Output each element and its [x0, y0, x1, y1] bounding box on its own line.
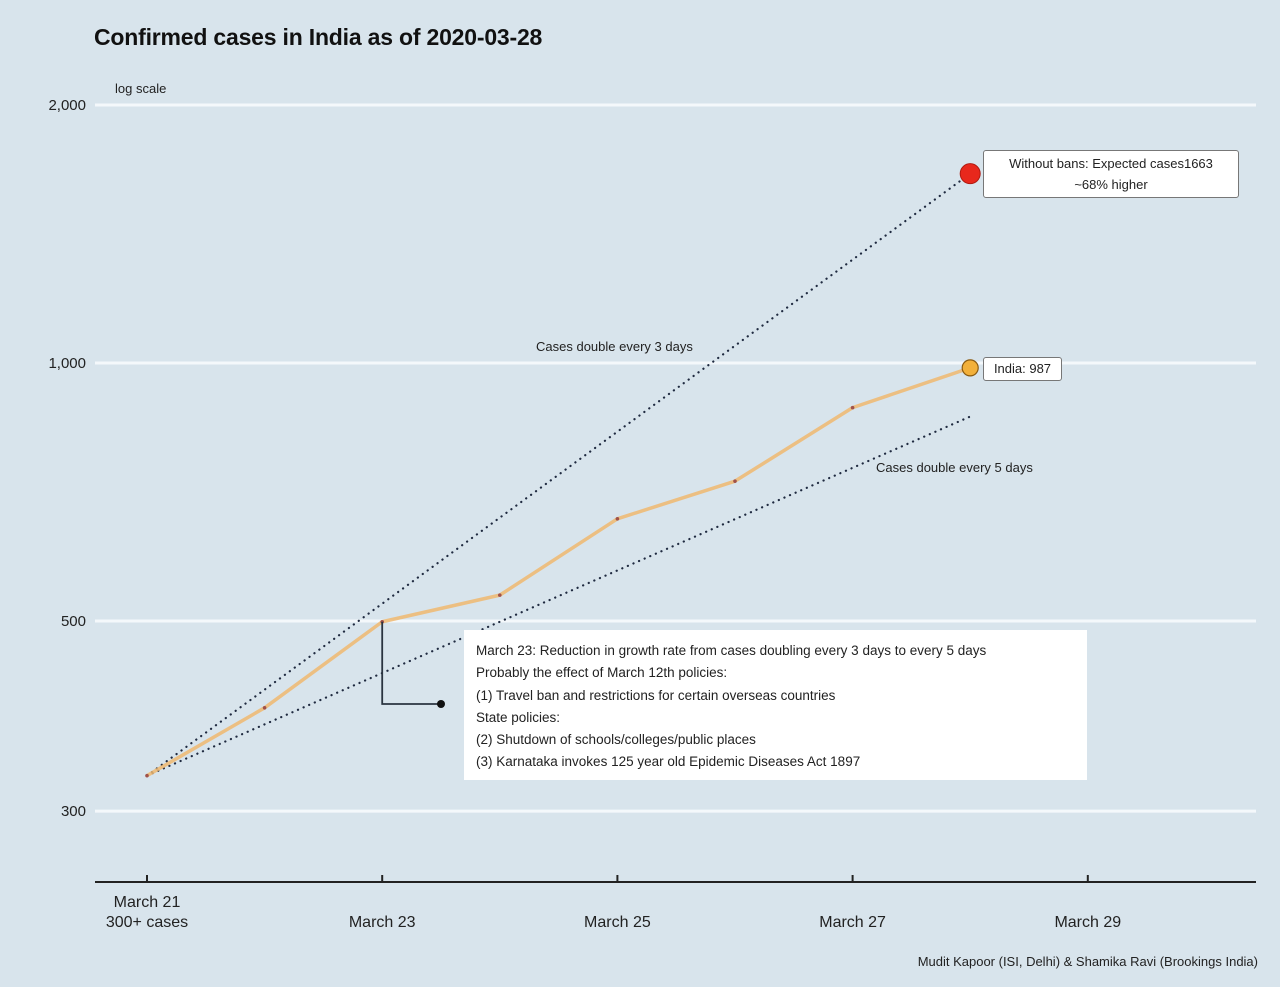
without-bans-line-2: ~68% higher	[1074, 177, 1148, 192]
y-axis: 300 500 1,000 2,000	[48, 97, 86, 820]
chart-title: Confirmed cases in India as of 2020-03-2…	[94, 24, 543, 50]
india-point	[145, 773, 149, 778]
india-point	[850, 405, 855, 410]
india-point	[498, 593, 502, 597]
y-tick-label: 500	[61, 613, 86, 630]
annotation-line: March 23: Reduction in growth rate from …	[476, 643, 987, 658]
x-tick-label: March 21	[114, 894, 181, 911]
annotation-line: State policies:	[476, 709, 561, 725]
without-bans-callout: Without bans: Expected cases1663 ~68% hi…	[983, 150, 1239, 198]
x-tick-label: March 29	[1054, 914, 1121, 931]
india-line	[146, 366, 971, 778]
india-point	[615, 516, 620, 521]
annotation-line: (3) Karnataka invokes 125 year old Epide…	[476, 754, 861, 770]
label-double-5-days: Cases double every 5 days	[876, 460, 1033, 475]
annotation-line: Probably the effect of March 12th polici…	[476, 665, 728, 681]
label-double-3-days: Cases double every 3 days	[536, 339, 693, 354]
gridlines	[95, 103, 1256, 813]
india-end-marker	[961, 359, 979, 377]
x-tick-label: 300+ cases	[106, 914, 188, 931]
y-tick-label: 300	[61, 803, 86, 820]
march-23-annotation: March 23: Reduction in growth rate from …	[464, 630, 1087, 780]
leader-dot	[437, 700, 445, 708]
x-tick-label: March 25	[584, 914, 651, 931]
annotation-line: (2) Shutdown of schools/colleges/public …	[476, 732, 756, 748]
india-callout: India: 987	[983, 357, 1062, 381]
leader-line	[381, 621, 441, 705]
annotation-leader	[381, 621, 445, 708]
x-tick-label: March 27	[819, 914, 886, 931]
trend-line-3-days	[145, 172, 972, 777]
x-axis: March 21 300+ cases March 23 March 25 March …	[95, 875, 1256, 931]
y-tick-label: 2,000	[48, 97, 86, 114]
india-point	[262, 705, 267, 710]
credit: Mudit Kapoor (ISI, Delhi) & Shamika Ravi…	[917, 954, 1258, 969]
series	[145, 163, 981, 778]
without-bans-line-1: Without bans: Expected cases1663	[1009, 156, 1213, 171]
y-tick-label: 1,000	[48, 355, 86, 372]
annotation-line: (1) Travel ban and restrictions for cert…	[476, 687, 836, 703]
without-bans-marker	[959, 163, 981, 185]
india-point	[733, 479, 737, 483]
x-tick-label: March 23	[349, 914, 416, 931]
y-axis-label: log scale	[115, 81, 166, 96]
